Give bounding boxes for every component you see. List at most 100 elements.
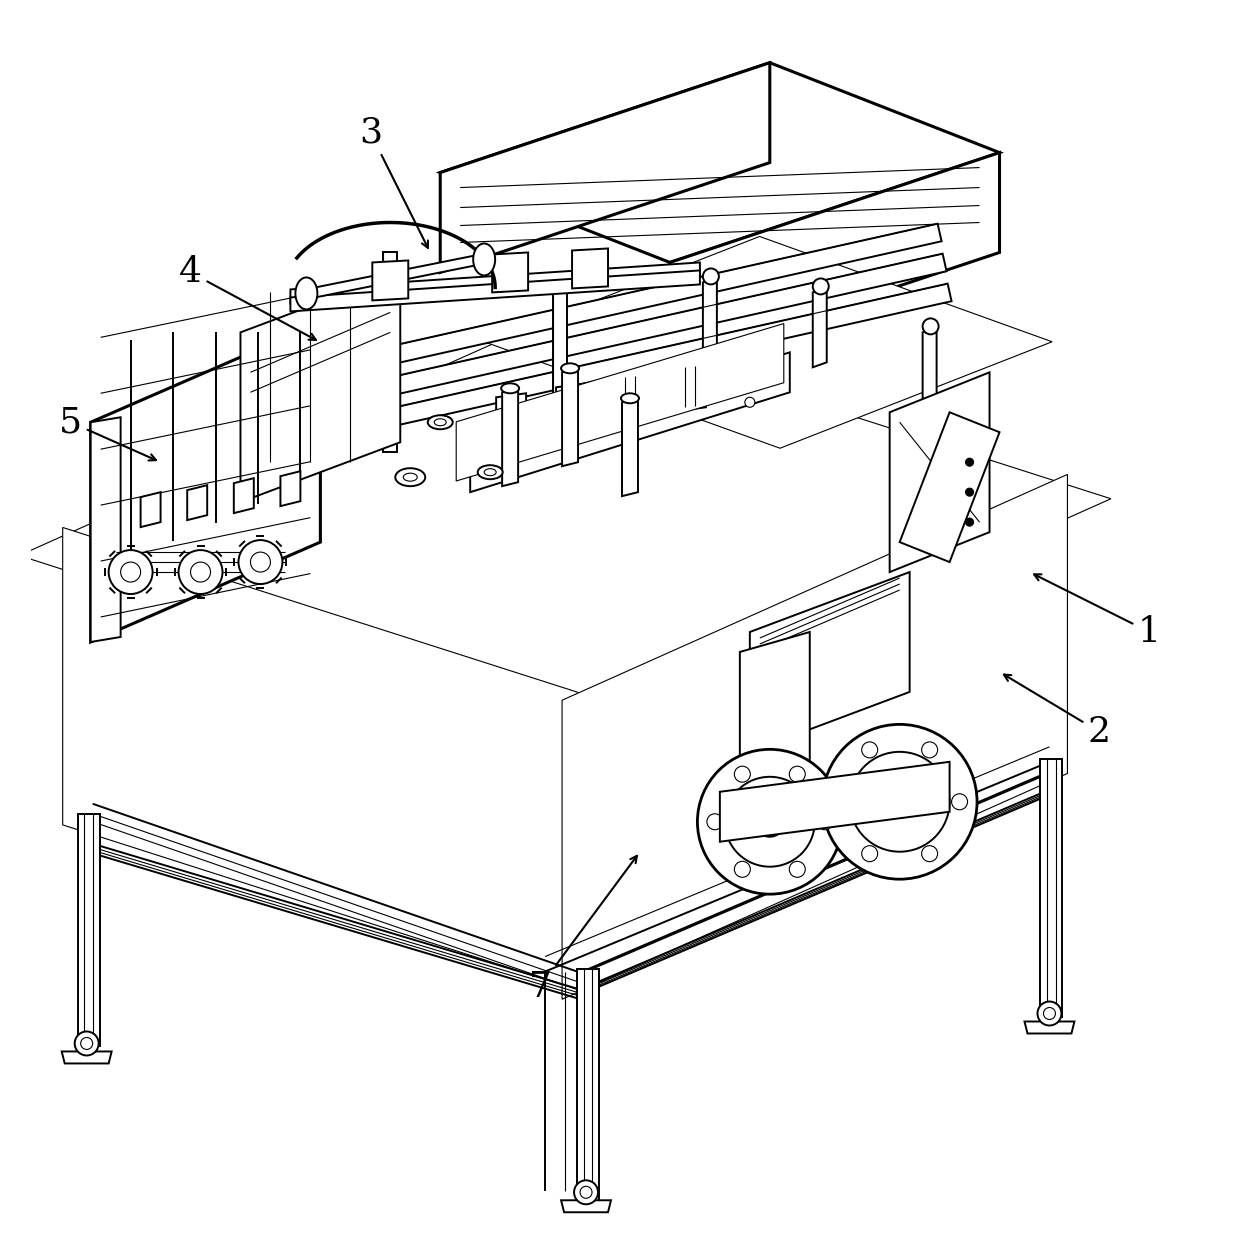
- Polygon shape: [1040, 759, 1063, 1016]
- Ellipse shape: [477, 465, 502, 479]
- Circle shape: [812, 279, 828, 295]
- Ellipse shape: [621, 393, 639, 403]
- Circle shape: [966, 458, 973, 466]
- Polygon shape: [62, 1051, 112, 1064]
- Polygon shape: [496, 393, 526, 442]
- Polygon shape: [1024, 1021, 1074, 1034]
- Polygon shape: [464, 333, 776, 471]
- Text: 5: 5: [60, 406, 156, 460]
- Polygon shape: [274, 254, 946, 420]
- Ellipse shape: [484, 469, 496, 475]
- Text: 4: 4: [179, 255, 316, 340]
- Polygon shape: [703, 277, 717, 357]
- Circle shape: [790, 766, 805, 782]
- Polygon shape: [562, 474, 1068, 999]
- Polygon shape: [740, 632, 810, 802]
- Polygon shape: [456, 323, 784, 481]
- Circle shape: [790, 861, 805, 877]
- Polygon shape: [470, 352, 790, 493]
- Polygon shape: [383, 253, 397, 453]
- Polygon shape: [63, 527, 598, 996]
- Polygon shape: [81, 342, 1049, 712]
- Ellipse shape: [884, 786, 915, 817]
- Polygon shape: [187, 485, 207, 520]
- Circle shape: [505, 437, 515, 448]
- Ellipse shape: [501, 383, 520, 393]
- Circle shape: [191, 562, 211, 582]
- Polygon shape: [670, 153, 999, 362]
- Polygon shape: [91, 322, 320, 642]
- Ellipse shape: [755, 807, 785, 837]
- Circle shape: [74, 1031, 99, 1055]
- Circle shape: [250, 552, 270, 572]
- Circle shape: [966, 519, 973, 526]
- Polygon shape: [280, 471, 300, 506]
- Polygon shape: [234, 478, 254, 513]
- Polygon shape: [812, 287, 827, 367]
- Polygon shape: [440, 62, 770, 272]
- Polygon shape: [676, 363, 706, 412]
- Circle shape: [966, 488, 973, 496]
- Polygon shape: [531, 253, 1009, 432]
- Polygon shape: [507, 244, 1032, 440]
- Circle shape: [703, 269, 719, 285]
- Ellipse shape: [403, 473, 417, 481]
- Circle shape: [120, 562, 140, 582]
- Polygon shape: [81, 552, 580, 972]
- Circle shape: [580, 1187, 591, 1198]
- Polygon shape: [580, 503, 1049, 972]
- Polygon shape: [560, 1200, 611, 1212]
- Polygon shape: [750, 572, 910, 751]
- Polygon shape: [310, 255, 480, 299]
- Polygon shape: [492, 253, 528, 292]
- Ellipse shape: [849, 751, 950, 852]
- Circle shape: [734, 766, 750, 782]
- Polygon shape: [19, 318, 1111, 735]
- Circle shape: [862, 846, 878, 862]
- Circle shape: [745, 397, 755, 407]
- Circle shape: [238, 540, 283, 583]
- Ellipse shape: [474, 244, 495, 275]
- Polygon shape: [572, 249, 608, 289]
- Ellipse shape: [822, 724, 977, 880]
- Polygon shape: [900, 412, 999, 562]
- Polygon shape: [78, 814, 99, 1046]
- Polygon shape: [562, 368, 578, 466]
- Text: 3: 3: [358, 116, 428, 248]
- Circle shape: [921, 846, 937, 862]
- Ellipse shape: [434, 419, 446, 425]
- Polygon shape: [720, 761, 950, 842]
- Circle shape: [179, 550, 222, 595]
- Text: 1: 1: [1034, 575, 1161, 649]
- Polygon shape: [502, 388, 518, 486]
- Circle shape: [832, 794, 848, 810]
- Polygon shape: [553, 292, 567, 432]
- Circle shape: [923, 318, 939, 335]
- Polygon shape: [269, 224, 941, 391]
- Circle shape: [1038, 1001, 1061, 1025]
- Polygon shape: [577, 969, 599, 1202]
- Circle shape: [565, 437, 575, 448]
- Circle shape: [951, 794, 967, 810]
- Polygon shape: [470, 342, 770, 463]
- Ellipse shape: [725, 776, 815, 867]
- Polygon shape: [290, 270, 699, 311]
- Polygon shape: [616, 373, 646, 422]
- Polygon shape: [923, 327, 936, 407]
- Circle shape: [862, 741, 878, 758]
- Polygon shape: [889, 372, 990, 572]
- Text: 7: 7: [528, 856, 637, 1004]
- Polygon shape: [91, 417, 120, 642]
- Circle shape: [574, 1181, 598, 1204]
- Polygon shape: [372, 260, 408, 300]
- Circle shape: [109, 550, 153, 595]
- Polygon shape: [440, 62, 999, 262]
- Ellipse shape: [697, 749, 842, 894]
- Circle shape: [707, 814, 723, 830]
- Circle shape: [921, 741, 937, 758]
- Text: 2: 2: [1004, 674, 1111, 749]
- Polygon shape: [47, 330, 1083, 725]
- Polygon shape: [487, 236, 1052, 448]
- Polygon shape: [279, 284, 951, 452]
- Polygon shape: [570, 486, 1059, 986]
